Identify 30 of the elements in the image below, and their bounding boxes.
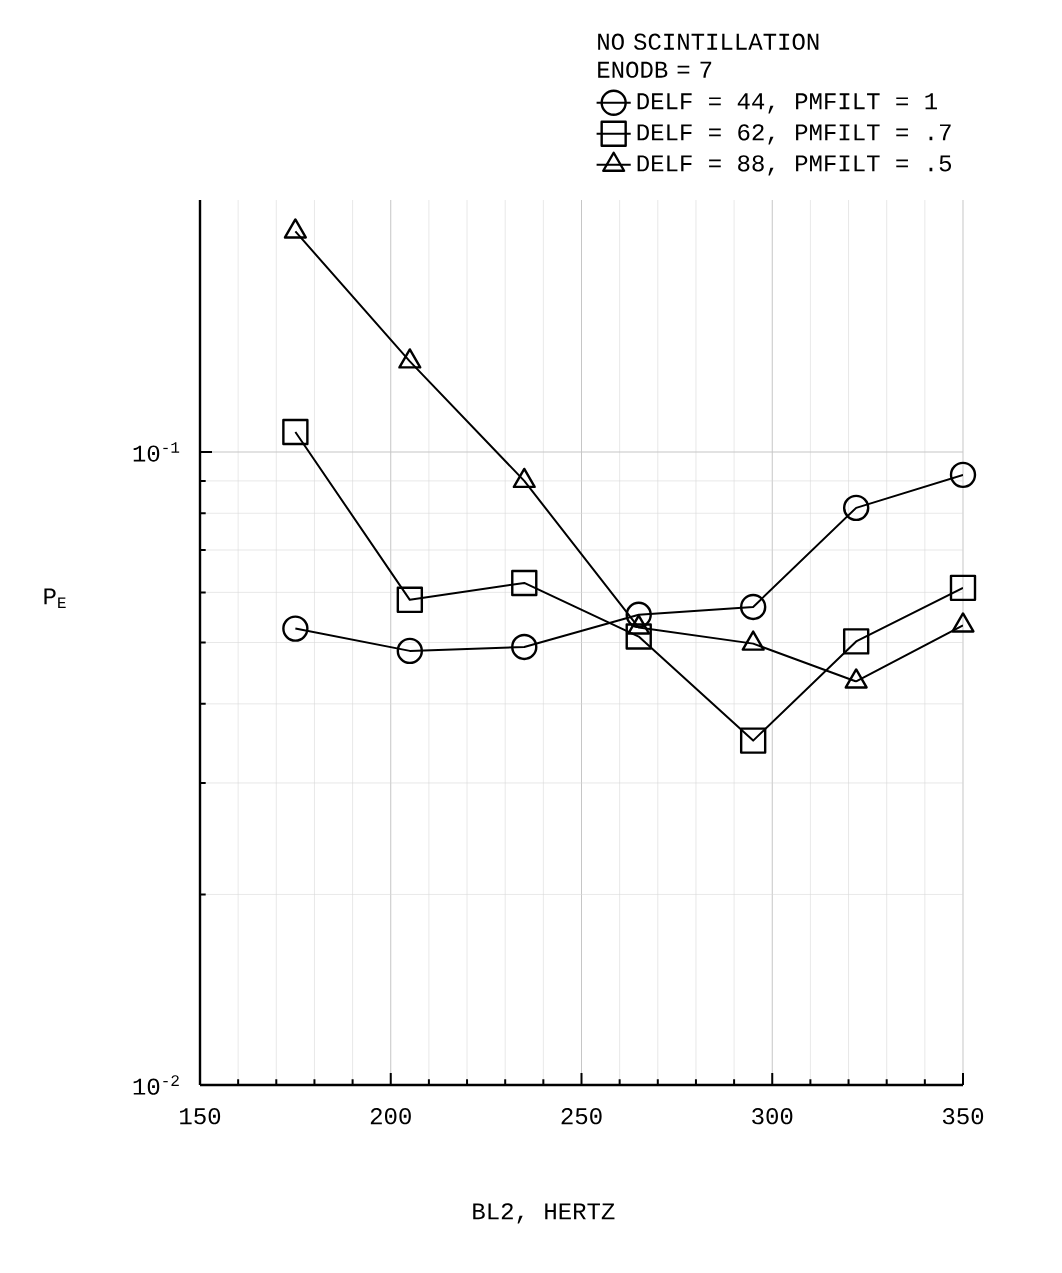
point bbox=[739, 727, 767, 754]
point bbox=[511, 569, 538, 597]
x-axis-title: BL2, HERTZ bbox=[473, 1203, 615, 1224]
x-tick-label: 150 bbox=[180, 1108, 221, 1125]
point bbox=[282, 418, 309, 446]
x-tick-label: 200 bbox=[370, 1108, 411, 1125]
point bbox=[396, 637, 424, 665]
point bbox=[949, 574, 977, 602]
x-tick-label: 300 bbox=[752, 1108, 793, 1125]
legend-title: NO SCINTILLATION ENODB = 7 bbox=[598, 33, 819, 78]
point bbox=[625, 601, 652, 629]
point bbox=[511, 633, 538, 661]
point bbox=[625, 623, 652, 650]
y-tick-label: 10$^{-1}$ bbox=[133, 442, 180, 462]
point bbox=[842, 494, 870, 522]
y-axis-title: P$_{E}$ bbox=[44, 588, 66, 608]
point bbox=[739, 593, 767, 621]
point bbox=[396, 586, 424, 614]
x-tick-label: 350 bbox=[942, 1108, 984, 1125]
point bbox=[842, 628, 870, 655]
point bbox=[283, 218, 307, 239]
y-tick-label: 10$^{-2}$ bbox=[133, 1075, 179, 1095]
point bbox=[398, 348, 422, 369]
point bbox=[949, 461, 977, 489]
legend-label: DELF = 62, PMFILT = .7 bbox=[637, 124, 951, 145]
point bbox=[282, 615, 309, 642]
point bbox=[512, 467, 536, 489]
legend-label: DELF = 88, PMFILT = .5 bbox=[637, 155, 952, 176]
legend-label: DELF = 44, PMFILT = 1 bbox=[637, 93, 937, 114]
x-tick-label: 250 bbox=[561, 1108, 602, 1125]
